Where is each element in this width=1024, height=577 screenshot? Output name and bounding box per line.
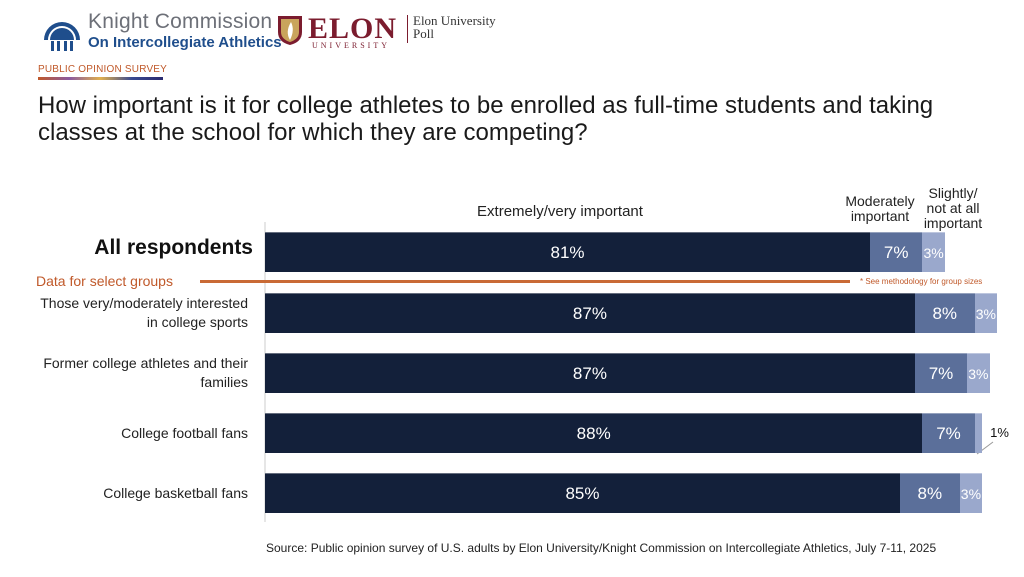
data-label: 3% [960,485,982,502]
logo-divider [407,15,408,43]
bar-segment-moderately: 7% [922,413,975,453]
data-label: 87% [572,303,607,323]
bar-segment-extremely: 81% [265,232,871,272]
bar-segment-extremely: 87% [265,293,915,333]
bar-segment-extremely: 88% [265,413,923,453]
data-label-external: 1% [990,425,1009,440]
bar-segment-moderately: 8% [899,473,960,513]
bar-segment-slightly: 3% [967,353,990,393]
bar-segment-moderately: 7% [914,353,968,393]
elon-poll-line2: Poll [413,26,434,41]
bar-segment-slightly [974,413,983,453]
bar-segment-slightly: 3% [959,473,983,513]
bar-segment-moderately: 8% [914,293,975,333]
legend-moderately-text: Moderately important [845,193,915,224]
source-note: Source: Public opinion survey of U.S. ad… [266,541,937,555]
legend-moderately: Moderately important [840,194,920,224]
bar-segment-slightly: 3% [974,293,998,333]
elon-university-sub: UNIVERSITY [312,41,390,50]
category-label: College football fans [121,425,248,441]
elon-poll-line1: Elon University [413,13,496,28]
data-label: 88% [576,423,611,443]
bar-segment-extremely: 87% [265,353,915,393]
select-groups-label: Data for select groups [36,273,173,289]
survey-tag-underline [38,77,163,80]
category-label: College basketball fans [103,485,248,501]
bar-segment-slightly: 3% [922,232,945,272]
data-label: 7% [883,242,909,262]
bar-segment-extremely: 85% [265,473,900,513]
elon-wordmark: ELON [308,12,398,45]
category-label: All respondents [94,236,253,259]
data-label: 3% [975,305,996,322]
data-label: 8% [917,483,943,503]
legend-slightly: Slightly/ not at all important [918,186,988,231]
data-label: 3% [968,365,989,382]
legend-slightly-text: Slightly/ not at all important [923,185,983,231]
data-label: 7% [928,363,954,383]
elon-poll-label: Elon University Poll [413,14,496,40]
data-label: 85% [565,483,600,503]
data-label: 8% [932,303,958,323]
data-label: 3% [923,244,944,261]
dome-building-icon [44,22,80,51]
page-title: How important is it for college athletes… [38,92,934,146]
bar-segment-moderately: 7% [870,232,923,272]
group-separator-line [200,280,850,283]
category-label: Former college athletes and their famili… [43,355,248,390]
data-label: 7% [936,423,961,443]
methodology-note: * See methodology for group sizes [860,277,983,286]
data-label: 87% [572,363,607,383]
legend-extremely: Extremely/very important [477,203,643,220]
survey-tag: PUBLIC OPINION SURVEY [38,64,168,75]
data-label: 81% [550,242,585,262]
knight-commission-name: Knight Commission [88,10,273,33]
shield-leaf-icon [278,16,302,45]
knight-commission-subname: On Intercollegiate Athletics [88,34,282,51]
category-label: Those very/moderately interested in coll… [40,295,248,330]
